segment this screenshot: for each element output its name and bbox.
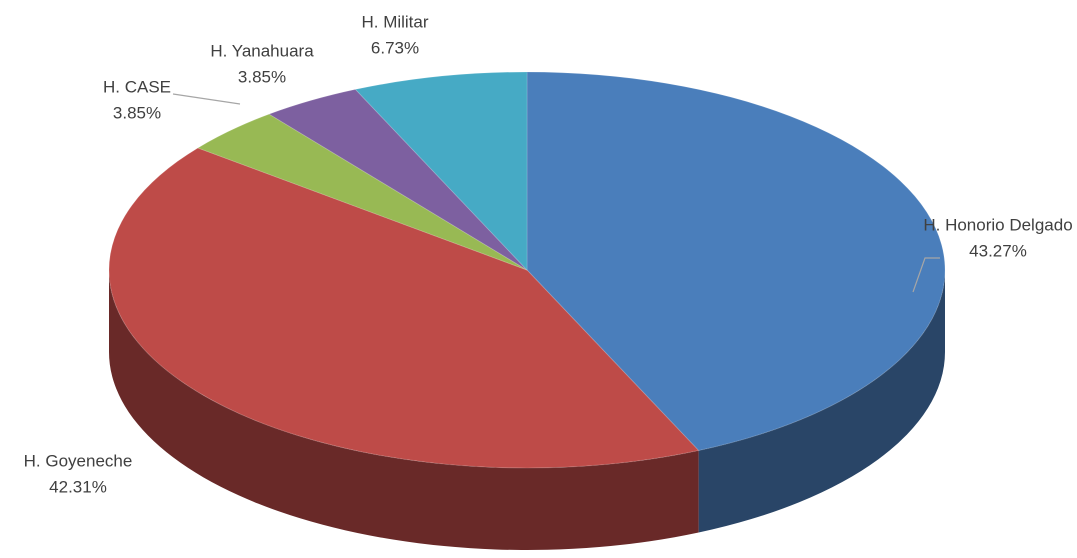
pie-side [109, 270, 699, 550]
pie-side [698, 270, 945, 533]
value-label: 43.27% [969, 241, 1027, 260]
category-label: H. Honorio Delgado [923, 215, 1072, 234]
leader-line [912, 257, 940, 293]
pie-sides [109, 270, 945, 550]
category-label: H. CASE [103, 77, 171, 96]
pie-slice [268, 88, 528, 271]
labels: H. Honorio Delgado 43.27% H. Goyeneche 42.3… [24, 12, 1073, 496]
value-label: 42.31% [49, 477, 107, 496]
category-label: H. Yanahuara [210, 41, 314, 60]
pie-slice [108, 147, 700, 469]
leader-line [172, 93, 241, 105]
value-label: 3.85% [113, 103, 161, 122]
value-label: 6.73% [371, 38, 419, 57]
pie-slice [354, 71, 528, 272]
pie-slice [196, 113, 528, 271]
value-label: 3.85% [238, 67, 286, 86]
category-label: H. Goyeneche [24, 451, 133, 470]
pie-tops [108, 71, 946, 469]
pie-slice [526, 71, 946, 452]
category-label: H. Militar [361, 12, 428, 31]
